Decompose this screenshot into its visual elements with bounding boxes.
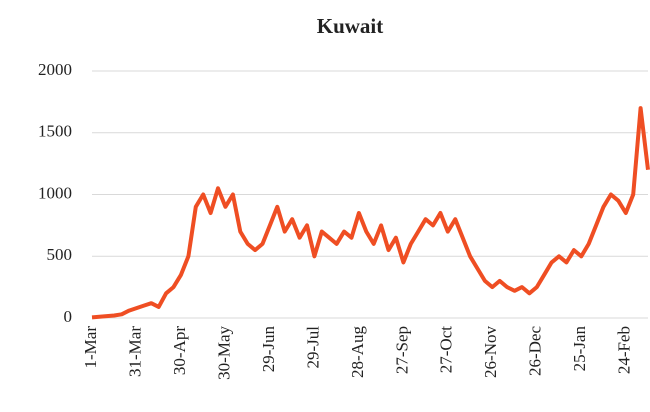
x-tick-label: 27-Sep bbox=[392, 326, 411, 374]
x-tick-label: 26-Dec bbox=[526, 326, 545, 376]
x-tick-label: 31-Mar bbox=[125, 326, 144, 377]
x-tick-label: 25-Jan bbox=[570, 326, 589, 372]
x-tick-label: 29-Jun bbox=[259, 326, 278, 373]
y-tick-label: 1000 bbox=[38, 183, 72, 202]
x-tick-label: 28-Aug bbox=[348, 326, 367, 378]
x-tick-label: 30-May bbox=[214, 326, 233, 380]
data-line bbox=[91, 106, 650, 320]
y-tick-label: 2000 bbox=[38, 60, 72, 79]
x-tick-label: 30-Apr bbox=[170, 326, 189, 375]
y-tick-label: 500 bbox=[47, 245, 73, 264]
x-tick-label: 1-Mar bbox=[81, 326, 100, 369]
chart-title: Kuwait bbox=[317, 14, 384, 38]
x-tick-label: 29-Jul bbox=[303, 326, 322, 369]
y-tick-label: 1500 bbox=[38, 122, 72, 141]
x-tick-label: 27-Oct bbox=[437, 326, 456, 373]
x-tick-label: 24-Feb bbox=[615, 326, 634, 374]
y-tick-label: 0 bbox=[64, 307, 73, 326]
x-tick-label: 26-Nov bbox=[481, 326, 500, 378]
